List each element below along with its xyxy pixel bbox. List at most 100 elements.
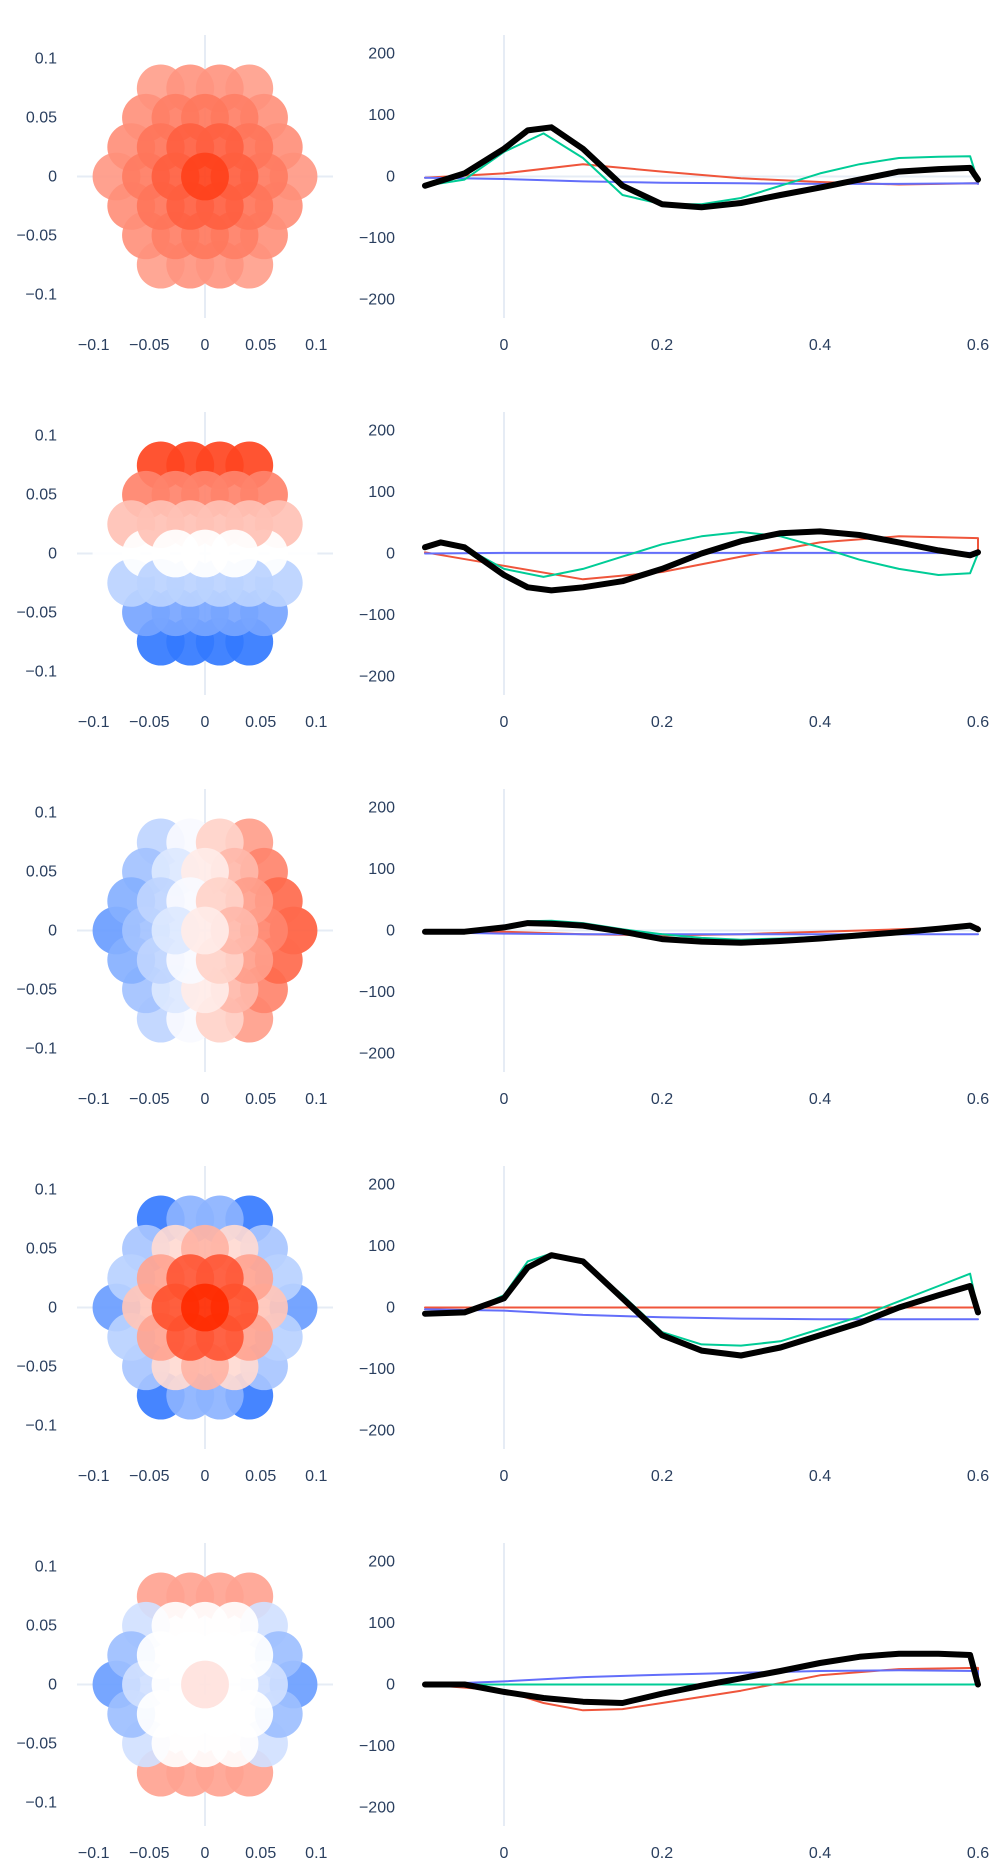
y-tick-label: 0.1 — [35, 805, 57, 822]
scatter-point — [181, 152, 229, 201]
y-tick-label: 0 — [386, 169, 395, 186]
x-tick-label: 0 — [201, 714, 210, 731]
y-tick-label: 100 — [368, 484, 395, 501]
y-tick-label: −200 — [359, 1423, 395, 1440]
x-tick-label: 0.05 — [245, 714, 276, 731]
y-tick-label: 200 — [368, 45, 395, 62]
y-tick-label: −100 — [359, 984, 395, 1001]
y-tick-label: −100 — [359, 230, 395, 247]
x-tick-label: 0.4 — [809, 337, 831, 354]
y-tick-label: 100 — [368, 861, 395, 878]
x-tick-label: 0.6 — [967, 1091, 989, 1108]
y-tick-label: −200 — [359, 292, 395, 309]
y-tick-label: 0 — [48, 1677, 57, 1694]
y-tick-label: −0.1 — [25, 663, 57, 680]
x-tick-label: 0.4 — [809, 1845, 831, 1859]
x-tick-label: 0.1 — [305, 1468, 327, 1485]
y-tick-label: 0.05 — [26, 864, 57, 881]
x-tick-label: 0 — [201, 337, 210, 354]
x-tick-label: −0.05 — [129, 337, 170, 354]
series-line-black — [422, 1650, 981, 1706]
scatter-panel: −0.1 −0.05 0 0.05 0.1 −0.1 −0.05 0 0.05 0.1 — [17, 35, 333, 354]
x-tick-label: 0.4 — [809, 1091, 831, 1108]
x-tick-label: −0.05 — [129, 714, 170, 731]
x-tick-label: 0 — [201, 1091, 210, 1108]
scatter-point — [181, 1660, 229, 1709]
x-tick-label: −0.1 — [78, 1091, 110, 1108]
series-line-blue — [424, 1308, 979, 1321]
y-tick-label: 100 — [368, 1238, 395, 1255]
y-tick-label: −0.05 — [17, 604, 58, 621]
series-line-black — [422, 920, 981, 946]
y-tick-label: 100 — [368, 1615, 395, 1632]
y-tick-label: 200 — [368, 1553, 395, 1570]
y-tick-label: −200 — [359, 669, 395, 686]
y-tick-label: −0.1 — [25, 1040, 57, 1057]
y-tick-label: 0.05 — [26, 1618, 57, 1635]
scatter-point — [181, 906, 229, 955]
x-tick-label: 0.6 — [967, 337, 989, 354]
series-line-blue — [424, 1669, 979, 1686]
y-tick-label: 0 — [48, 1300, 57, 1317]
x-tick-label: −0.05 — [129, 1468, 170, 1485]
x-tick-label: 0.05 — [245, 337, 276, 354]
y-tick-label: −100 — [359, 1361, 395, 1378]
x-tick-label: 0.2 — [651, 1845, 673, 1859]
y-tick-label: 0 — [48, 169, 57, 186]
y-tick-label: 0 — [48, 546, 57, 563]
y-tick-label: 0.1 — [35, 428, 57, 445]
x-tick-label: 0.6 — [967, 1845, 989, 1859]
x-tick-label: 0 — [500, 1845, 509, 1859]
line-panel: 200 100 0 −100 −200 0 0.2 0.4 0.6 — [359, 789, 989, 1108]
x-tick-label: 0 — [500, 714, 509, 731]
y-tick-label: 200 — [368, 799, 395, 816]
x-tick-label: 0.1 — [305, 1845, 327, 1859]
x-tick-label: 0.05 — [245, 1845, 276, 1859]
y-tick-label: −200 — [359, 1046, 395, 1063]
y-tick-label: −200 — [359, 1800, 395, 1817]
series-line-green — [424, 1252, 979, 1347]
x-tick-label: 0 — [201, 1468, 210, 1485]
x-tick-label: 0.6 — [967, 714, 989, 731]
series-line-black — [422, 1252, 981, 1359]
x-tick-label: 0.1 — [305, 337, 327, 354]
x-tick-label: 0.4 — [809, 714, 831, 731]
y-tick-label: −0.1 — [25, 1794, 57, 1811]
y-tick-label: −100 — [359, 1738, 395, 1755]
scatter-panel: −0.1 −0.05 0 0.05 0.1 −0.1 −0.05 0 0.05 0.1 — [17, 1166, 333, 1485]
x-tick-label: 0 — [500, 1468, 509, 1485]
x-tick-label: −0.1 — [78, 337, 110, 354]
y-tick-label: 0 — [48, 923, 57, 940]
x-tick-label: 0.6 — [967, 1468, 989, 1485]
y-tick-label: −0.1 — [25, 286, 57, 303]
series-line-black — [422, 528, 981, 594]
y-tick-label: 0.05 — [26, 1241, 57, 1258]
y-tick-label: −0.05 — [17, 1358, 58, 1375]
y-tick-label: −0.1 — [25, 1417, 57, 1434]
y-tick-label: 0.05 — [26, 110, 57, 127]
y-tick-label: 0 — [386, 1677, 395, 1694]
x-tick-label: 0.2 — [651, 1091, 673, 1108]
x-tick-label: 0.2 — [651, 337, 673, 354]
series-line-green — [424, 531, 979, 578]
x-tick-label: 0.4 — [809, 1468, 831, 1485]
y-tick-label: 200 — [368, 422, 395, 439]
scatter-point — [181, 1283, 229, 1332]
y-tick-label: 0 — [386, 1300, 395, 1317]
y-tick-label: 0.1 — [35, 1559, 57, 1576]
x-tick-label: −0.1 — [78, 1468, 110, 1485]
x-tick-label: 0.2 — [651, 1468, 673, 1485]
y-tick-label: 0 — [386, 546, 395, 563]
x-tick-label: 0 — [500, 1091, 509, 1108]
x-tick-label: −0.1 — [78, 1845, 110, 1859]
x-tick-label: 0.1 — [305, 714, 327, 731]
y-tick-label: 0.1 — [35, 1182, 57, 1199]
x-tick-label: −0.05 — [129, 1845, 170, 1859]
series-line-black — [422, 124, 981, 211]
y-tick-label: −0.05 — [17, 981, 58, 998]
x-tick-label: 0 — [500, 337, 509, 354]
y-tick-label: 100 — [368, 107, 395, 124]
line-panel: 200 100 0 −100 −200 0 0.2 0.4 0.6 — [359, 1543, 989, 1859]
y-tick-label: −100 — [359, 607, 395, 624]
